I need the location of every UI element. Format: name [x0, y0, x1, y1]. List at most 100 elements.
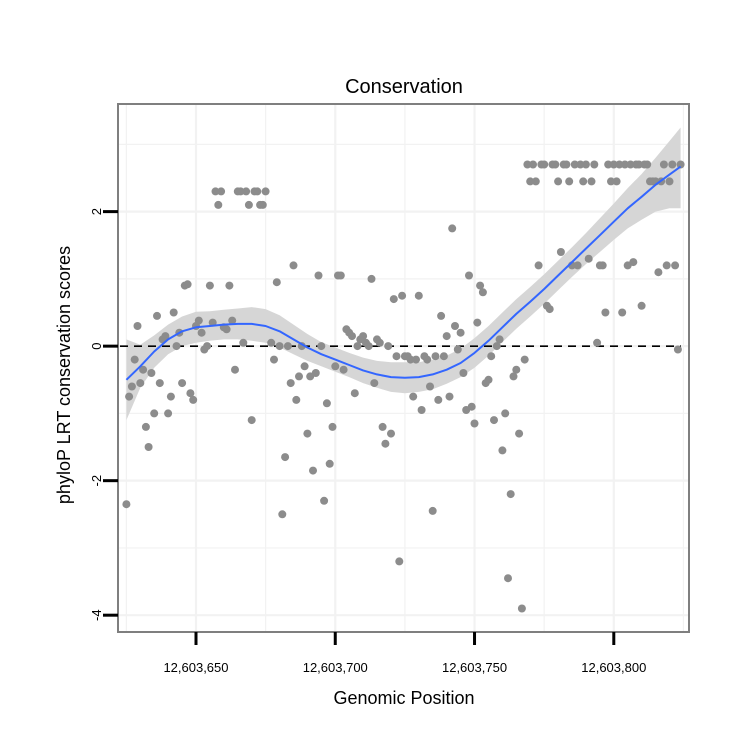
data-point	[531, 177, 540, 186]
data-point	[562, 160, 571, 169]
data-point	[523, 160, 532, 169]
data-point	[320, 496, 329, 505]
data-point	[336, 271, 345, 280]
data-point	[147, 369, 156, 377]
data-point	[283, 342, 292, 351]
data-point	[214, 200, 223, 209]
data-point	[626, 160, 635, 169]
data-point	[242, 187, 251, 196]
data-point	[445, 392, 454, 401]
data-point	[426, 382, 434, 391]
data-point	[183, 280, 192, 289]
data-point	[392, 352, 401, 361]
data-point	[554, 177, 563, 186]
y-tick-label: -4	[89, 609, 104, 621]
data-point	[139, 365, 148, 374]
data-point	[311, 369, 320, 377]
data-point	[331, 362, 340, 371]
data-point	[517, 604, 526, 613]
data-point	[612, 177, 621, 186]
data-point	[353, 342, 362, 351]
data-point	[470, 419, 479, 428]
data-point	[406, 355, 415, 364]
data-point	[378, 422, 387, 431]
smooth-line-layer	[125, 165, 682, 381]
data-point	[194, 316, 203, 325]
data-point	[169, 308, 178, 317]
data-point	[164, 409, 173, 418]
data-point	[584, 254, 593, 263]
data-point	[253, 187, 262, 196]
data-point	[671, 261, 680, 270]
data-point	[133, 322, 142, 330]
data-point	[437, 311, 446, 320]
data-point	[217, 187, 226, 196]
data-point	[261, 187, 270, 196]
data-point	[153, 311, 161, 320]
data-point	[448, 224, 457, 233]
data-point	[172, 342, 181, 351]
data-point	[272, 278, 281, 287]
data-point	[442, 332, 451, 341]
data-point	[325, 459, 334, 468]
data-point	[453, 345, 462, 354]
data-point	[247, 416, 256, 425]
data-point	[434, 395, 443, 404]
data-point	[205, 281, 214, 290]
x-tick-label: 12,603,700	[303, 660, 368, 675]
data-point	[473, 318, 482, 327]
axis-layer: 12,603,650 12,603,700 12,603,750 12,603,800…	[89, 208, 646, 675]
data-point	[478, 288, 487, 297]
data-point	[515, 429, 524, 438]
data-point	[292, 395, 301, 404]
data-point	[289, 261, 298, 270]
data-point	[492, 342, 501, 351]
data-point	[122, 500, 131, 509]
x-tick-label: 12,603,750	[442, 660, 507, 675]
data-point	[370, 379, 379, 388]
data-point	[587, 177, 596, 186]
data-point	[286, 379, 295, 388]
data-point	[178, 379, 187, 388]
data-point	[384, 342, 393, 351]
data-point	[551, 160, 560, 169]
data-point	[350, 389, 359, 398]
data-point	[467, 402, 476, 411]
data-point	[604, 160, 613, 169]
data-point	[609, 160, 618, 169]
data-point	[322, 399, 331, 408]
data-point	[197, 328, 206, 337]
data-point	[309, 466, 317, 475]
data-point	[367, 274, 376, 283]
data-point	[490, 416, 498, 425]
data-point	[150, 409, 159, 418]
data-point	[203, 342, 212, 351]
data-point	[258, 200, 267, 209]
data-point	[665, 177, 674, 186]
data-point	[576, 160, 585, 169]
data-point	[565, 177, 574, 186]
data-point	[381, 439, 390, 448]
data-point	[270, 355, 278, 364]
data-point	[487, 352, 496, 361]
y-tick-label: 0	[89, 342, 104, 349]
data-point	[244, 200, 253, 209]
data-point	[529, 160, 537, 169]
data-point	[161, 332, 170, 341]
data-point	[127, 382, 136, 391]
data-point	[439, 352, 448, 361]
data-point	[166, 392, 175, 401]
data-point	[534, 261, 543, 270]
data-point	[643, 160, 652, 169]
data-point	[570, 160, 579, 169]
data-point	[409, 392, 418, 401]
data-point	[579, 177, 588, 186]
data-point	[389, 295, 398, 304]
data-point	[495, 335, 504, 344]
data-point	[556, 248, 565, 256]
data-point	[211, 187, 220, 196]
data-point	[540, 160, 549, 169]
data-point	[300, 362, 309, 371]
data-point	[601, 308, 610, 317]
